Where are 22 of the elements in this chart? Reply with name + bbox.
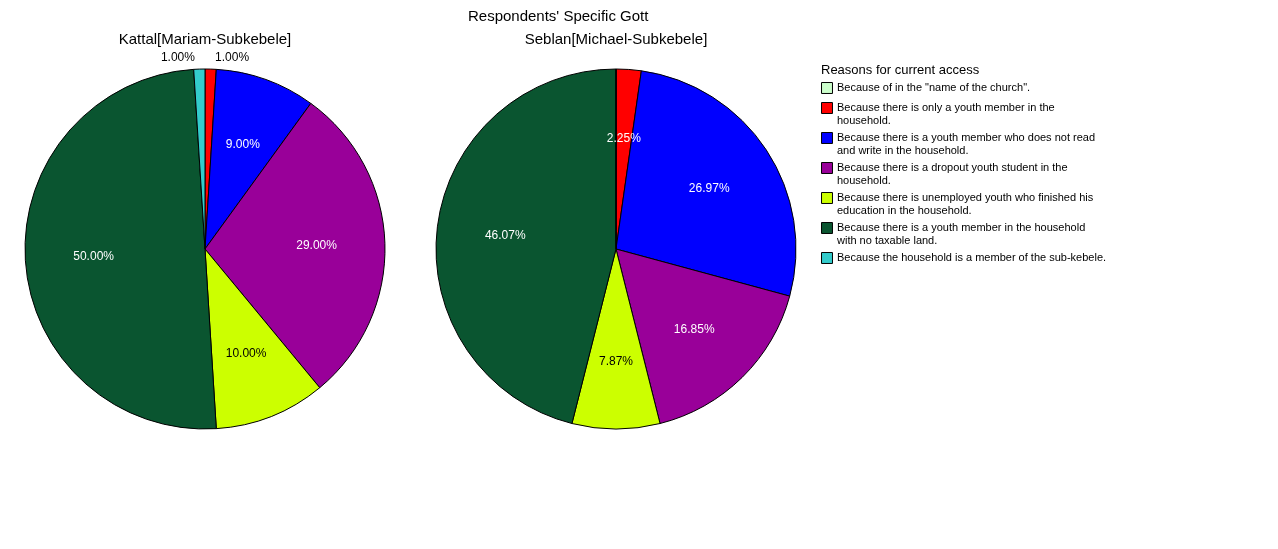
legend-label: Because of in the "name of the church". <box>837 81 1031 93</box>
data-label: 7.87% <box>598 353 634 368</box>
data-label: 50.00% <box>73 249 115 264</box>
legend-label: Because there is a youth member in the household with no taxable land. <box>836 221 1086 246</box>
legend-label: Because there is only a youth member in the household. <box>837 101 1055 126</box>
slice-label: Kattal[Mariam-Subkebele] <box>118 30 292 47</box>
chart-title: Respondents' Specific Gott <box>467 7 650 24</box>
data-label: 1.00% <box>215 50 250 65</box>
legend-label: Because there is a youth member who does not read and write in the household. <box>837 131 1096 156</box>
data-label: 29.00% <box>296 238 338 253</box>
data-label: 2.25% <box>606 130 642 145</box>
data-label: 26.97% <box>688 180 730 195</box>
data-label: 10.00% <box>225 345 267 360</box>
data-label: 16.85% <box>673 321 715 336</box>
legend-title: Reasons for current access <box>821 62 980 77</box>
data-label: 1.00% <box>160 50 196 65</box>
legend-label: Because there is a dropout youth student in the household. <box>837 161 1068 186</box>
legend-label: Because the household is a member of the sub-kebele. <box>837 251 1107 263</box>
data-label: 9.00% <box>225 137 261 151</box>
legend-label: Because there is unemployed youth who finished his education in the household. <box>837 191 1094 216</box>
data-label: 46.07% <box>484 228 526 243</box>
slice-label: Seblan[Michael-Subkebele] <box>524 30 708 47</box>
